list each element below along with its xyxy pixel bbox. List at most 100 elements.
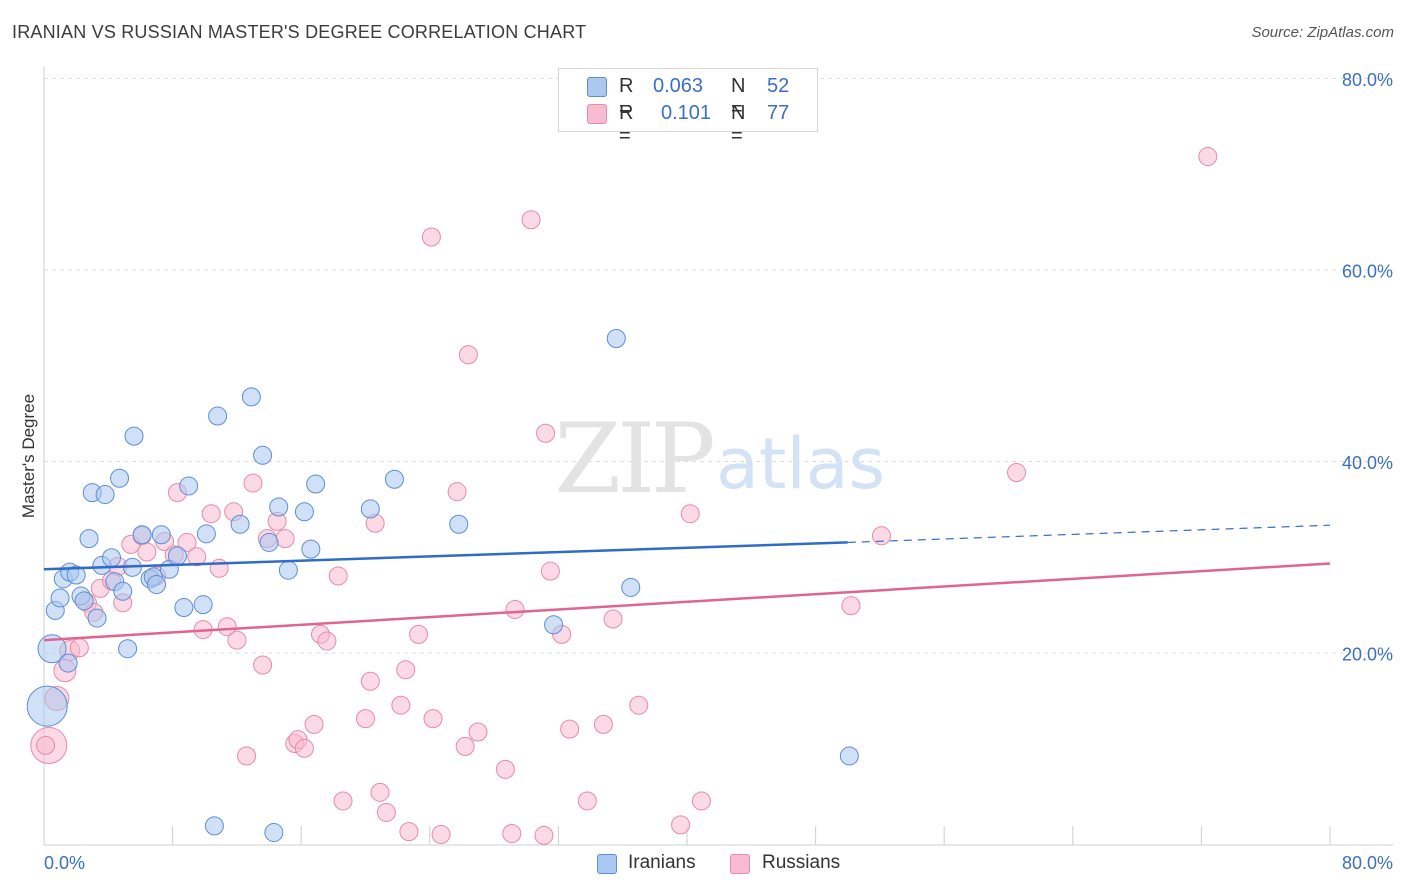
- data-point: [26, 685, 68, 727]
- series-legend: Iranians Russians: [0, 852, 1406, 878]
- grid-lines: [44, 78, 1393, 654]
- n-label: N =: [731, 102, 746, 147]
- data-point: [217, 617, 237, 637]
- data-point: [841, 596, 861, 616]
- data-point: [839, 746, 859, 766]
- data-point: [137, 542, 157, 562]
- series-russians-points: [30, 147, 1218, 845]
- trend-line-iranians: [43, 541, 848, 571]
- data-point: [95, 485, 115, 505]
- stats-legend: R = 0.063 N = 52 R = 0.101 N = 77: [558, 68, 818, 147]
- data-point: [328, 566, 348, 586]
- data-point: [208, 406, 228, 426]
- data-point: [237, 746, 257, 766]
- data-point: [151, 525, 171, 545]
- y-tick-label-60: 60.0%: [1342, 262, 1393, 282]
- watermark-zip: ZIP: [554, 403, 713, 515]
- data-point: [264, 823, 284, 843]
- data-point: [278, 560, 298, 580]
- data-point: [113, 581, 133, 601]
- data-point: [102, 548, 122, 568]
- data-point: [360, 499, 380, 519]
- data-point: [384, 469, 404, 489]
- legend-label-iranians: Iranians: [628, 852, 696, 873]
- data-point: [333, 791, 353, 811]
- y-tick-labels: 20.0% 40.0% 60.0% 80.0%: [1342, 70, 1393, 665]
- data-point: [409, 624, 429, 644]
- data-point: [243, 473, 263, 493]
- data-point: [421, 227, 441, 247]
- data-point: [275, 529, 295, 549]
- data-point: [423, 709, 443, 729]
- data-point: [593, 714, 613, 734]
- data-point: [577, 791, 597, 811]
- data-point: [50, 588, 70, 608]
- x-tick-label-min: 0.0%: [44, 853, 85, 873]
- data-point: [629, 695, 649, 715]
- data-point: [399, 822, 419, 842]
- data-point: [455, 736, 475, 756]
- n-value: 77: [767, 102, 790, 124]
- data-point: [174, 598, 194, 618]
- data-point: [391, 695, 411, 715]
- data-point: [196, 524, 216, 544]
- chart-title: IRANIAN VS RUSSIAN MASTER'S DEGREE CORRE…: [12, 22, 587, 42]
- data-point: [37, 634, 67, 664]
- data-point: [521, 210, 541, 230]
- y-tick-label-80: 80.0%: [1342, 70, 1393, 90]
- data-point: [74, 591, 94, 611]
- n-value: 52: [767, 75, 790, 97]
- data-point: [449, 514, 469, 534]
- data-point: [177, 532, 197, 552]
- data-point: [87, 608, 107, 628]
- n-label: N =: [731, 75, 746, 120]
- data-point: [294, 738, 314, 758]
- data-point: [691, 791, 711, 811]
- data-point: [294, 502, 314, 522]
- y-tick-label-40: 40.0%: [1342, 453, 1393, 473]
- data-point: [544, 615, 564, 635]
- r-value: 0.063: [653, 75, 704, 97]
- data-point: [36, 735, 56, 755]
- data-point: [79, 529, 99, 549]
- data-point: [110, 468, 130, 488]
- r-label: R =: [619, 102, 634, 147]
- data-point: [540, 561, 560, 581]
- trend-line-russians: [43, 562, 1331, 642]
- data-point: [132, 525, 152, 545]
- data-point: [118, 639, 138, 659]
- data-point: [872, 526, 892, 546]
- data-point: [167, 546, 187, 566]
- data-point: [502, 824, 522, 844]
- data-point: [396, 660, 416, 680]
- source-label: Source: ZipAtlas.com: [1251, 24, 1394, 41]
- trend-lines: [43, 524, 1331, 642]
- iranians-legend-icon: [597, 854, 617, 874]
- data-point: [204, 816, 224, 836]
- data-point: [306, 474, 326, 494]
- y-tick-label-20: 20.0%: [1342, 645, 1393, 665]
- iranians-swatch-icon: [587, 77, 607, 97]
- data-point: [269, 497, 289, 517]
- data-point: [259, 532, 279, 552]
- data-point: [536, 423, 556, 443]
- data-point: [317, 631, 337, 651]
- data-point: [356, 709, 375, 729]
- data-point: [680, 504, 700, 524]
- data-point: [253, 655, 273, 675]
- data-point: [201, 504, 221, 524]
- data-point: [431, 824, 451, 844]
- r-label: R =: [619, 75, 634, 120]
- data-point: [66, 565, 86, 585]
- data-point: [560, 719, 580, 739]
- data-point: [621, 577, 641, 597]
- data-point: [147, 575, 167, 595]
- data-point: [495, 759, 515, 779]
- r-value: 0.101: [661, 102, 712, 124]
- data-point: [447, 482, 467, 502]
- data-point: [187, 547, 207, 567]
- data-point: [370, 782, 390, 802]
- data-point: [241, 387, 261, 407]
- x-tick-label-max: 80.0%: [1342, 853, 1393, 873]
- y-axis-label: Master's Degree: [19, 394, 38, 518]
